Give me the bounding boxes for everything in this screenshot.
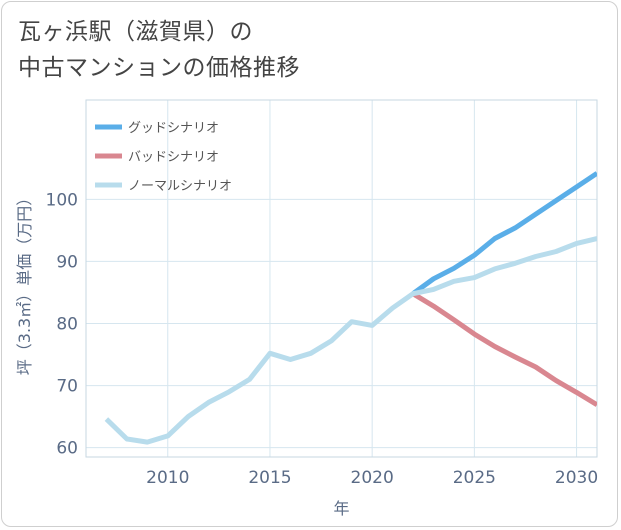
y-axis-label: 坪（3.3㎡）単価（万円）	[15, 190, 34, 375]
series-line-good	[411, 171, 597, 296]
chart-title-line-1: 瓦ヶ浜駅（滋賀県）の	[18, 19, 253, 45]
y-tick-label: 70	[56, 377, 78, 397]
y-tick-label: 60	[56, 439, 78, 459]
x-tick-label: 2020	[351, 468, 394, 488]
legend-item-bad: バッドシナリオ	[95, 150, 219, 165]
chart-title: 瓦ヶ浜駅（滋賀県）の 中古マンションの価格推移	[18, 14, 300, 86]
x-tick-label: 2015	[248, 468, 291, 488]
plot-area-border	[85, 99, 598, 458]
series-line-bad	[411, 291, 597, 407]
chart-title-line-2: 中古マンションの価格推移	[18, 55, 300, 81]
series-line-normal	[104, 236, 597, 445]
legend-item-normal: ノーマルシナリオ	[95, 179, 232, 194]
x-tick-label: 2010	[146, 468, 189, 488]
axis-ticks: 2010 2015 2020 2025 2030 60 70 80 90 100	[46, 190, 599, 488]
legend-label: ノーマルシナリオ	[128, 179, 232, 194]
x-tick-label: 2030	[555, 468, 598, 488]
legend-label: グッドシナリオ	[128, 121, 219, 136]
y-tick-label: 80	[56, 315, 78, 335]
legend-item-good: グッドシナリオ	[95, 121, 219, 136]
series-layer	[104, 171, 597, 445]
y-tick-label: 90	[56, 252, 78, 272]
y-tick-label: 100	[46, 190, 78, 210]
legend-label: バッドシナリオ	[128, 150, 219, 165]
x-axis-label: 年	[333, 499, 349, 518]
x-tick-label: 2025	[453, 468, 496, 488]
